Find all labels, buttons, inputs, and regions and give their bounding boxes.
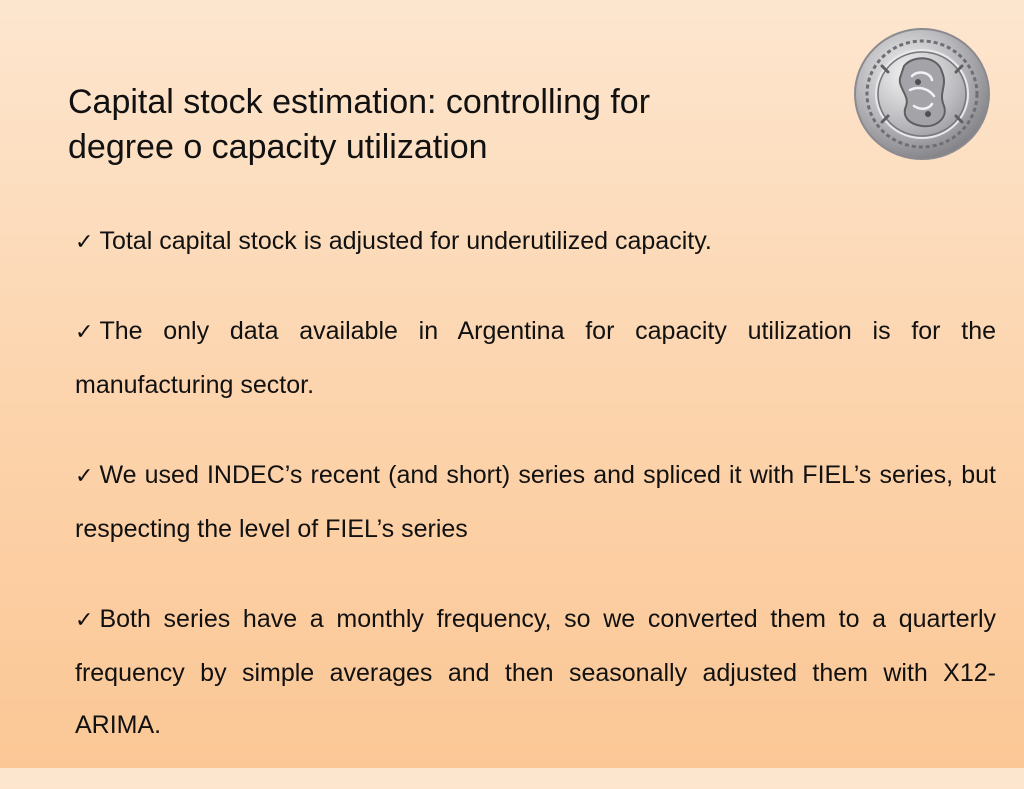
slide-title-line-2: degree o capacity utilization [68,128,488,166]
bullet-text: Both series have a monthly frequency, so… [75,605,996,739]
bullet-text: We used INDEC’s recent (and short) serie… [75,461,996,543]
checkmark-icon: ✓ [75,230,94,255]
bullet-list: ✓ Total capital stock is adjusted for und… [75,215,996,789]
slide-title: Capital stock estimation: controlling fo… [68,80,828,170]
bullet-item: ✓ Both series have a monthly frequency, s… [75,593,996,751]
checkmark-icon: ✓ [75,320,94,345]
checkmark-icon: ✓ [75,464,94,489]
bullet-item: ✓ The only data available in Argentina fo… [75,305,996,411]
bullet-text: The only data available in Argentina for… [75,317,996,399]
bullet-text: Total capital stock is adjusted for unde… [99,227,712,255]
slide: Capital stock estimation: controlling fo… [68,28,996,739]
checkmark-icon: ✓ [75,608,94,633]
bullet-item: ✓ Total capital stock is adjusted for und… [75,215,996,269]
bullet-item: ✓ We used INDEC’s recent (and short) seri… [75,449,996,555]
slide-title-line-1: Capital stock estimation: controlling fo… [68,83,651,121]
central-bank-seal-icon [854,28,990,160]
